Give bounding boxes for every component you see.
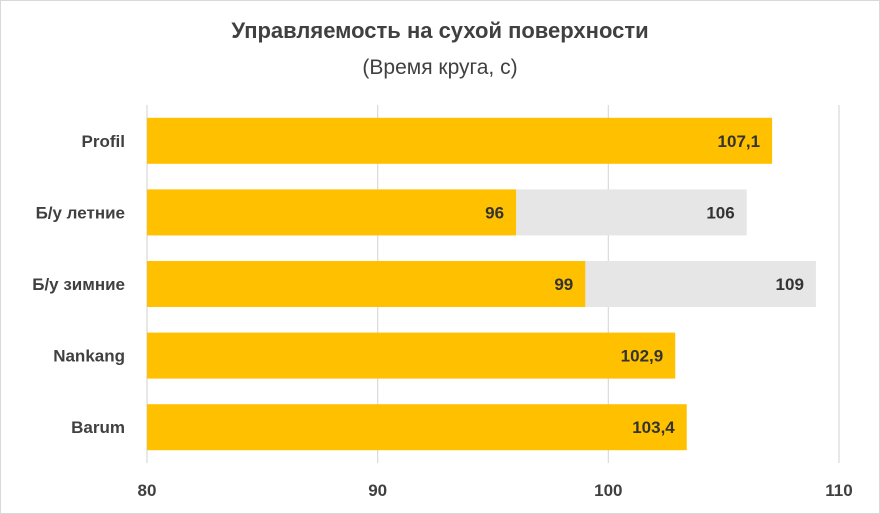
x-tick-label: 110 <box>825 481 852 500</box>
category-label: Б/у летние <box>36 203 125 222</box>
chart-subtitle: (Время круга, с) <box>362 56 518 79</box>
data-label-primary: 99 <box>554 275 573 294</box>
bars <box>147 117 816 451</box>
category-label: Profil <box>82 132 125 151</box>
data-label-secondary: 109 <box>776 275 804 294</box>
data-label-primary: 96 <box>485 203 504 222</box>
category-label: Barum <box>71 418 125 437</box>
bar-primary <box>147 261 586 307</box>
bar-primary <box>147 117 773 164</box>
bar-primary <box>147 189 517 236</box>
x-tick-label: 90 <box>368 481 387 500</box>
bar-primary <box>147 332 676 379</box>
chart-title: Управляемость на сухой поверхности <box>231 18 649 43</box>
category-label: Б/у зимние <box>32 275 125 294</box>
data-label-primary: 103,4 <box>632 418 675 437</box>
data-label-primary: 107,1 <box>718 132 761 151</box>
labels: 80 90 100 110 Profil 107,1 Б/у летние 106 96 Б/у … <box>32 132 853 500</box>
data-label-secondary: 106 <box>706 203 734 222</box>
x-tick-label: 100 <box>594 481 622 500</box>
category-label: Nankang <box>53 347 125 366</box>
x-tick-label: 80 <box>138 481 157 500</box>
data-label-primary: 102,9 <box>621 347 664 366</box>
bar-primary <box>147 404 687 451</box>
